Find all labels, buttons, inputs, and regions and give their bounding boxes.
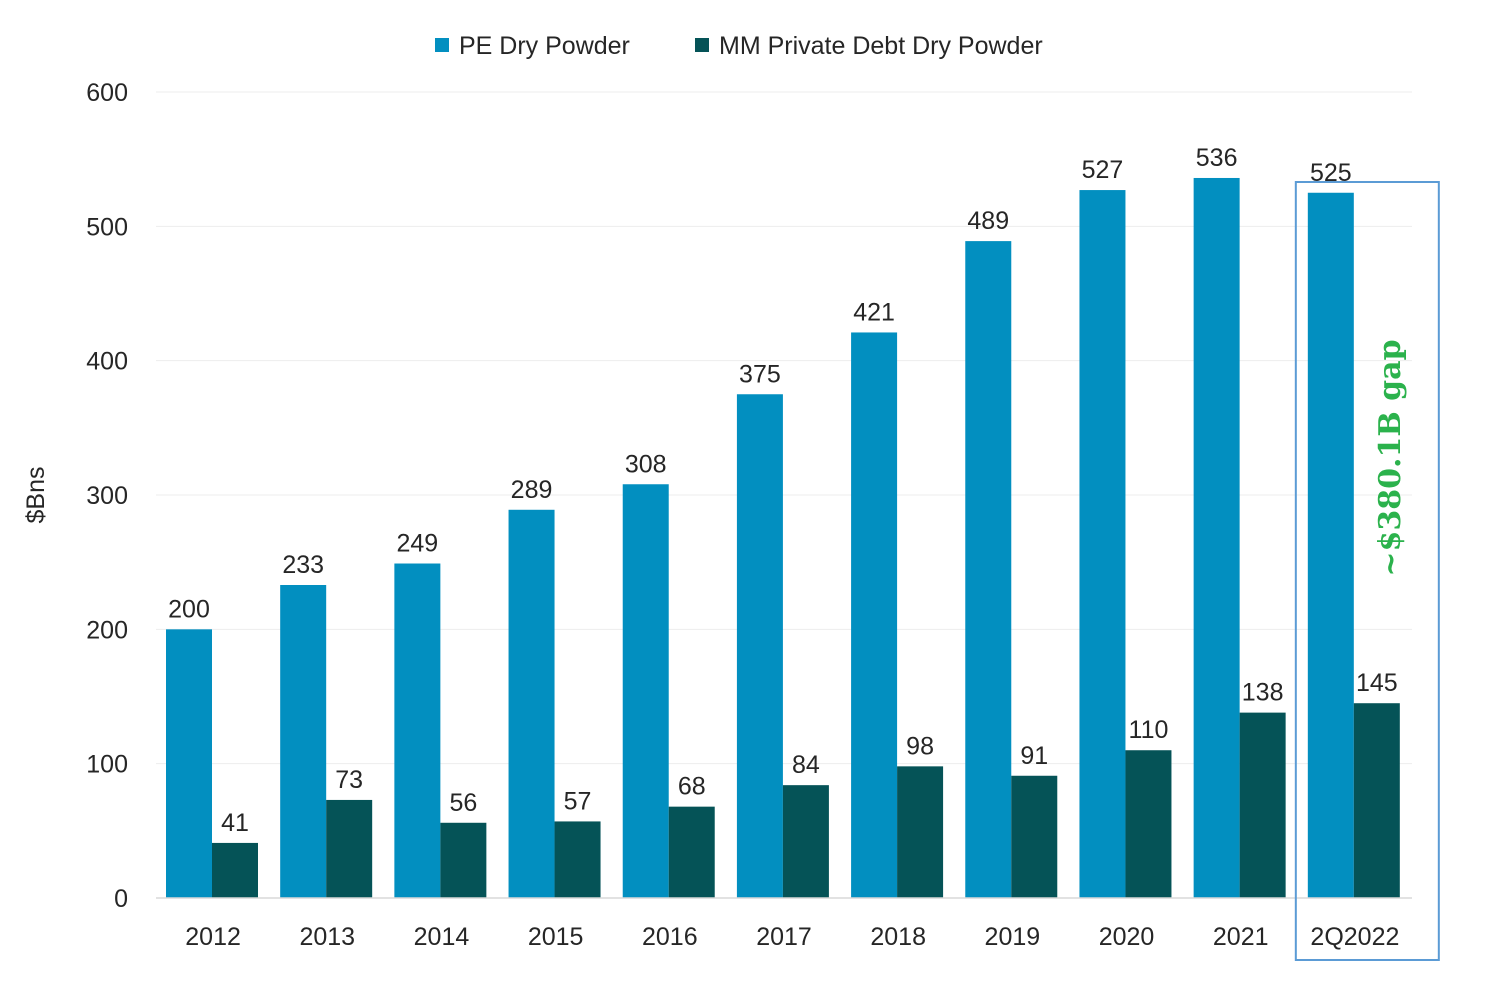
data-label: 421 bbox=[853, 298, 895, 326]
gap-annotation: ~$380.1B gap bbox=[1373, 339, 1408, 576]
bar-mm-private-debt bbox=[1125, 750, 1172, 898]
data-label: 289 bbox=[511, 476, 553, 504]
legend-label: PE Dry Powder bbox=[459, 32, 630, 60]
data-label: 98 bbox=[906, 732, 934, 760]
data-label: 527 bbox=[1082, 156, 1124, 184]
data-label: 41 bbox=[221, 809, 249, 837]
data-labels: 200 41 233 73 249 56 289 57 308 68 375 84 421 98 489 91… bbox=[168, 144, 1398, 837]
bar-mm-private-debt bbox=[212, 842, 258, 898]
data-label: 233 bbox=[282, 551, 324, 579]
x-tick-label: 2Q2022 bbox=[1310, 923, 1399, 951]
highlight-box bbox=[1294, 181, 1440, 961]
bar-mm-private-debt bbox=[782, 785, 829, 898]
x-tick-label: 2020 bbox=[1099, 923, 1155, 951]
y-tick-label: 200 bbox=[86, 616, 128, 644]
legend: PE Dry Powder MM Private Debt Dry Powder bbox=[435, 32, 1043, 60]
data-label: 91 bbox=[1020, 742, 1048, 770]
y-axis-title: $Bns bbox=[22, 467, 50, 524]
y-tick-label: 500 bbox=[86, 213, 128, 241]
data-label: 57 bbox=[564, 787, 592, 815]
bar-pe-dry-powder bbox=[394, 563, 441, 898]
legend-label: MM Private Debt Dry Powder bbox=[719, 32, 1043, 60]
y-tick-label: 0 bbox=[114, 885, 128, 913]
data-label: 536 bbox=[1196, 144, 1238, 172]
bar-pe-dry-powder bbox=[280, 585, 327, 898]
axes: 0 100 200 300 400 500 600 $Bns 2012 2013 2014 2015 2… bbox=[22, 79, 1412, 951]
x-tick-label: 2012 bbox=[185, 923, 241, 951]
x-tick-label: 2015 bbox=[528, 923, 584, 951]
bar-pe-dry-powder bbox=[736, 394, 783, 898]
data-label: 489 bbox=[967, 207, 1009, 235]
x-tick-label: 2014 bbox=[414, 923, 470, 951]
bar-pe-dry-powder bbox=[622, 484, 669, 898]
data-label: 249 bbox=[397, 530, 439, 558]
data-label: 68 bbox=[678, 773, 706, 801]
data-label: 308 bbox=[625, 450, 667, 478]
x-tick-label: 2013 bbox=[299, 923, 355, 951]
y-tick-label: 600 bbox=[86, 79, 128, 107]
data-label: 56 bbox=[449, 789, 477, 817]
x-tick-label: 2018 bbox=[870, 923, 926, 951]
bar-mm-private-debt bbox=[554, 821, 601, 898]
data-label: 375 bbox=[739, 360, 781, 388]
bar-mm-private-debt bbox=[897, 766, 944, 898]
bar-mm-private-debt bbox=[440, 822, 487, 898]
y-tick-label: 300 bbox=[86, 482, 128, 510]
bar-mm-private-debt bbox=[1011, 775, 1058, 898]
data-label: 84 bbox=[792, 751, 820, 779]
bar-pe-dry-powder bbox=[1307, 192, 1354, 898]
x-tick-label: 2019 bbox=[985, 923, 1041, 951]
data-label: 200 bbox=[168, 595, 210, 623]
bars bbox=[166, 177, 1400, 899]
data-label: 145 bbox=[1356, 669, 1398, 697]
annotation: ~$380.1B gap bbox=[1294, 181, 1440, 961]
legend-swatch bbox=[435, 38, 449, 52]
x-tick-label: 2021 bbox=[1213, 923, 1269, 951]
bar-pe-dry-powder bbox=[1193, 177, 1240, 898]
data-label: 73 bbox=[335, 766, 363, 794]
x-tick-label: 2016 bbox=[642, 923, 698, 951]
data-label: 110 bbox=[1129, 716, 1169, 744]
bar-pe-dry-powder bbox=[965, 241, 1012, 899]
y-tick-label: 100 bbox=[86, 751, 128, 779]
y-tick-label: 400 bbox=[86, 348, 128, 376]
legend-swatch bbox=[695, 38, 709, 52]
bar-pe-dry-powder bbox=[166, 629, 212, 898]
bar-pe-dry-powder bbox=[508, 509, 555, 898]
data-label: 138 bbox=[1242, 679, 1284, 707]
bar-mm-private-debt bbox=[1239, 712, 1286, 898]
bar-mm-private-debt bbox=[668, 806, 715, 898]
x-tick-label: 2017 bbox=[756, 923, 812, 951]
bar-mm-private-debt bbox=[326, 799, 373, 898]
bar-mm-private-debt bbox=[1353, 703, 1400, 898]
bar-pe-dry-powder bbox=[1079, 190, 1126, 898]
bar-pe-dry-powder bbox=[851, 332, 898, 898]
